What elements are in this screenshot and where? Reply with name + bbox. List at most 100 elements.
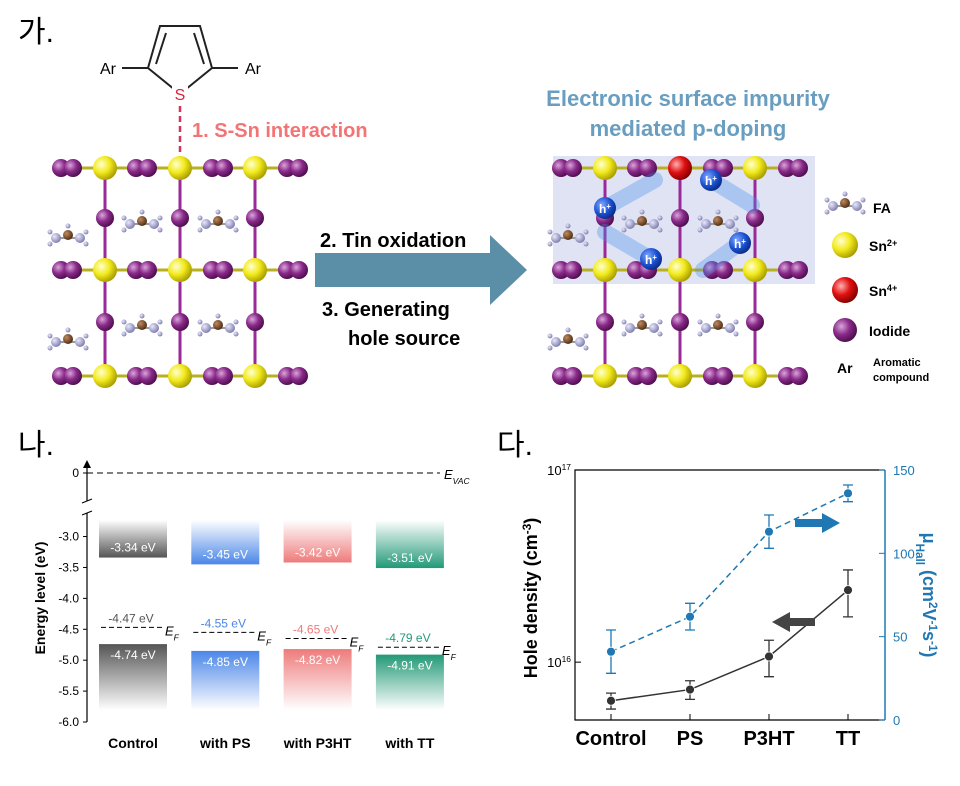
fa-h-atom [824,209,830,215]
y-tick-label: 0 [72,466,79,480]
fa-h-atom [157,227,163,233]
fa-h-atom [233,227,239,233]
text-part: h [705,174,712,188]
fa-h-atom [733,227,739,233]
text-part: -3 [521,523,534,534]
conduction-band [283,520,352,563]
fermi-symbol: EF [165,623,180,642]
fa-h-atom [233,215,239,221]
text-part: E [165,623,174,638]
fa-n-atom [625,219,635,229]
x-tick-label: Control [575,728,646,750]
fa-h-atom [197,331,203,337]
cbm-label: -3.51 eV [387,551,432,565]
text-part: (cm [919,565,939,602]
fa-h-atom [83,229,89,235]
vacuum-label: EVAC [444,467,470,486]
fa-h-atom [47,345,53,351]
iodide [746,313,764,331]
iodide [64,367,82,385]
fermi-symbol: EF [257,628,272,647]
substituent: Ar [100,61,117,78]
valence-band [283,649,352,710]
y-tick-label: -5.5 [58,684,79,698]
valence-band [99,644,167,710]
fa-h-atom [824,197,830,203]
fa-c-atom [137,216,147,226]
fa-c-atom [713,216,723,226]
fa-h-atom [697,227,703,233]
y2-tick-label: 150 [893,463,915,478]
data-point [843,488,853,499]
fa-h-atom [860,209,866,215]
fa-n-atom [149,219,159,229]
fa-c-atom [213,320,223,330]
iodide [215,261,233,279]
fa-c-atom [63,230,73,240]
mechanism-title: mediated p-doping [590,116,787,141]
tin [593,364,617,388]
data-point [606,646,616,657]
fa-n-atom [51,233,61,243]
tin [243,258,267,282]
iodide [246,209,264,227]
fa-h-atom [547,229,553,235]
text-part: E [444,467,453,482]
text-part: Sn [869,283,887,299]
text-part: Hole density (cm [521,534,541,678]
panel-label: 나. [18,429,54,462]
legend-label: Sn2+ [869,238,897,254]
conduction-band [191,520,260,565]
tin [168,156,192,180]
fermi-label: -4.65 eV [293,623,338,637]
vbm-label: -4.91 eV [387,659,432,673]
tin [93,258,117,282]
fa-h-atom [657,227,663,233]
hole [700,169,722,191]
axis-indicator-arrow [795,513,840,533]
fa-h-atom [715,209,721,215]
fa-h-atom [47,229,53,235]
legend-label: Iodide [869,323,910,339]
legend-label: Sn4+ [869,283,897,299]
iodide [564,159,582,177]
text-part: s [919,631,939,641]
fa-c-atom [637,320,647,330]
text-part: h [734,237,741,251]
fa-h-atom [657,215,663,221]
iodide [96,313,114,331]
step-label: 3. Generating [322,299,450,321]
fa-h-atom [565,327,571,333]
fa-n-atom [225,219,235,229]
fa-n-atom [701,323,711,333]
fa-h-atom [697,331,703,337]
step-label: hole source [348,328,460,350]
series-line [610,492,849,653]
x-tick-label: PS [677,728,704,750]
text-part: ) [919,651,939,657]
iodide [671,313,689,331]
fa-c-atom [840,198,850,208]
text-part: h [645,253,652,267]
fa-c-atom [563,230,573,240]
iodide [64,261,82,279]
fa-h-atom [157,331,163,337]
y-axis-label: Hole density (cm-3) [521,518,542,678]
hole-label: h+ [599,202,611,217]
panel-label: 다. [497,429,533,462]
iodide [790,367,808,385]
fa-n-atom [575,233,585,243]
tin [93,156,117,180]
tin [668,156,692,180]
fermi-symbol: EF [442,643,457,662]
fermi-label: -4.79 eV [385,631,430,645]
tin [593,156,617,180]
y-tick-label: -5.0 [58,653,79,667]
double-bond [155,32,167,65]
fa-n-atom [125,323,135,333]
fa-h-atom [197,215,203,221]
y2-axis-label: μHall (cm2V-1s-1) [914,533,940,658]
y-tick-label: -4.0 [58,591,79,605]
fa-h-atom [583,229,589,235]
fa-h-atom [547,345,553,351]
